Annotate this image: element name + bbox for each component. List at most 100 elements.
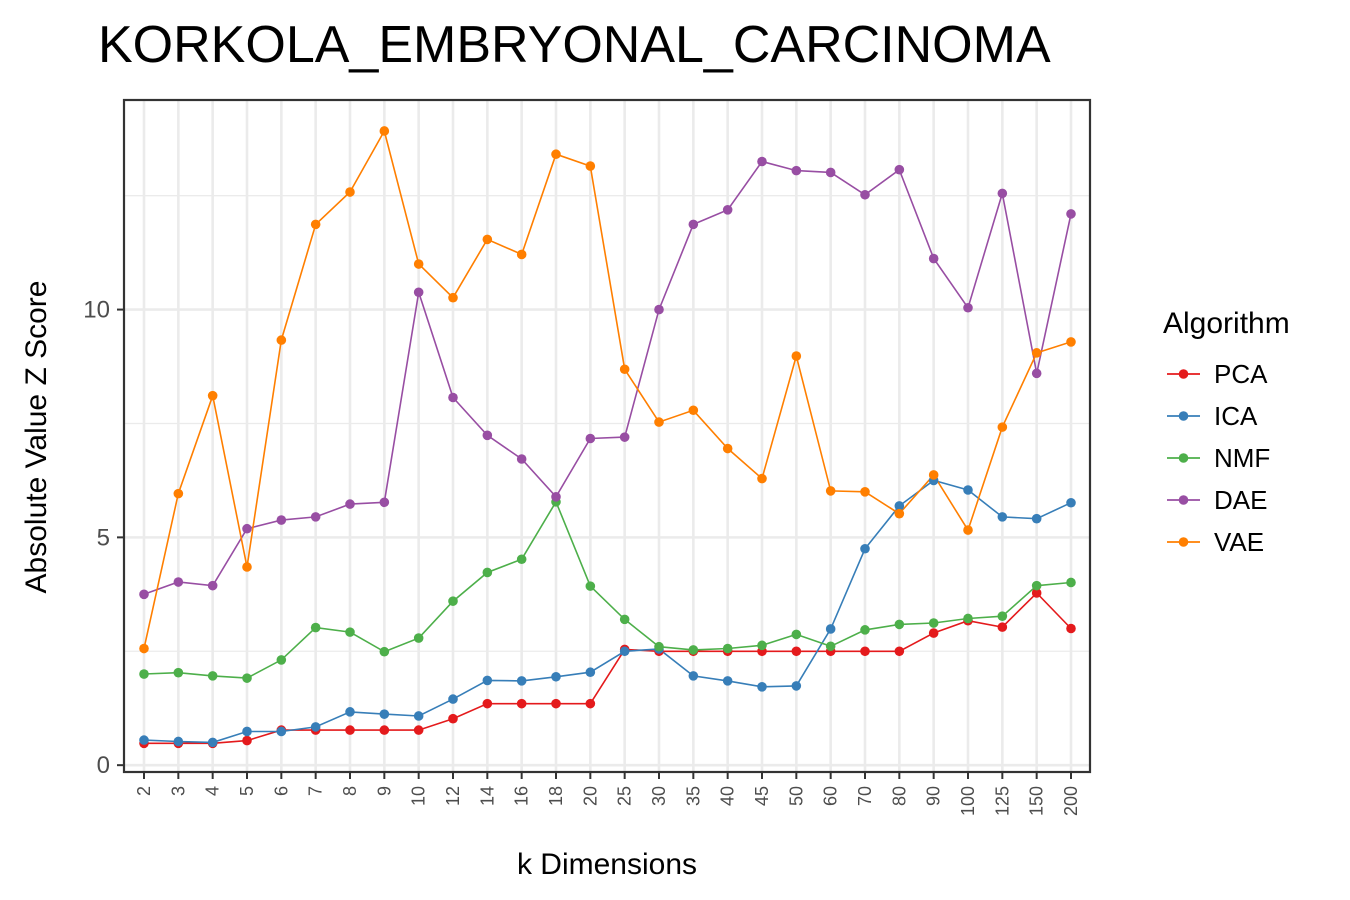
data-point-vae xyxy=(860,487,870,497)
data-point-dae xyxy=(963,302,973,313)
data-point-dae xyxy=(448,392,458,403)
x-tick-label: 8 xyxy=(340,786,360,796)
data-point-dae xyxy=(928,253,939,264)
data-point-vae xyxy=(825,486,836,496)
data-point-vae xyxy=(757,473,767,484)
data-point-nmf xyxy=(654,641,664,652)
data-point-ica xyxy=(1031,513,1042,524)
data-point-dae xyxy=(173,577,184,587)
data-point-nmf xyxy=(1066,577,1076,588)
data-point-dae xyxy=(310,512,321,522)
x-tick-label: 6 xyxy=(271,786,291,796)
data-point-vae xyxy=(928,470,939,480)
x-tick-label: 40 xyxy=(718,786,738,806)
data-point-pca xyxy=(928,628,939,638)
data-point-nmf xyxy=(757,640,767,651)
data-point-pca xyxy=(516,698,527,709)
data-point-ica xyxy=(310,722,321,732)
x-tick-label: 80 xyxy=(889,786,909,806)
x-tick-label: 7 xyxy=(306,786,326,796)
x-tick-label: 60 xyxy=(821,786,841,806)
x-tick-label: 2 xyxy=(134,786,154,796)
data-point-ica xyxy=(688,671,699,681)
legend-marker-pca xyxy=(1178,369,1189,379)
data-point-vae xyxy=(1066,337,1076,347)
data-point-nmf xyxy=(894,619,905,630)
data-point-dae xyxy=(825,167,836,178)
data-point-pca xyxy=(997,622,1008,632)
data-point-pca xyxy=(482,698,493,709)
data-point-ica xyxy=(413,711,424,721)
data-point-dae xyxy=(585,433,596,444)
data-point-pca xyxy=(345,725,355,735)
data-point-ica xyxy=(894,501,905,511)
x-tick-label: 125 xyxy=(992,786,1012,816)
x-tick-label: 45 xyxy=(752,786,772,806)
y-tick-label: 10 xyxy=(83,297,110,324)
x-tick-label: 70 xyxy=(855,786,875,806)
data-point-vae xyxy=(345,187,355,197)
data-point-ica xyxy=(963,485,973,495)
data-point-nmf xyxy=(173,667,184,678)
data-point-pca xyxy=(894,646,905,657)
series-line-pca xyxy=(144,591,1072,745)
data-point-ica xyxy=(448,694,458,704)
data-point-vae xyxy=(585,161,596,171)
x-tick-label: 35 xyxy=(683,786,703,806)
data-point-pca xyxy=(860,646,870,657)
data-point-vae xyxy=(516,249,527,260)
legend-label-nmf: NMF xyxy=(1214,443,1270,473)
data-point-dae xyxy=(1066,209,1076,219)
x-tick-label: 12 xyxy=(443,786,463,806)
data-point-ica xyxy=(379,709,390,719)
data-point-vae xyxy=(551,149,561,160)
x-tick-label: 100 xyxy=(958,786,978,816)
data-point-vae xyxy=(482,234,493,245)
data-point-vae xyxy=(722,443,733,454)
legend-label-vae: VAE xyxy=(1214,527,1264,557)
legend: Algorithm PCA ICA NMF DAE VAE xyxy=(1163,307,1290,557)
data-point-pca xyxy=(448,713,458,724)
data-point-vae xyxy=(997,422,1008,432)
data-point-ica xyxy=(757,682,767,692)
data-point-dae xyxy=(997,188,1008,199)
x-tick-label: 4 xyxy=(203,786,223,796)
data-point-ica xyxy=(722,676,733,686)
x-tick-label: 16 xyxy=(512,786,532,806)
data-point-vae xyxy=(894,508,905,519)
y-tick-label: 5 xyxy=(97,524,110,551)
data-point-dae xyxy=(654,304,664,315)
x-tick-label: 90 xyxy=(924,786,944,806)
data-point-ica xyxy=(997,512,1008,522)
data-point-ica xyxy=(551,671,561,682)
data-point-dae xyxy=(551,492,561,502)
data-point-nmf xyxy=(242,673,252,683)
data-point-ica xyxy=(516,676,527,686)
data-point-pca xyxy=(242,735,252,746)
data-point-nmf xyxy=(928,618,939,628)
data-point-nmf xyxy=(379,646,390,657)
data-point-vae xyxy=(1031,348,1042,358)
legend-marker-nmf xyxy=(1178,453,1189,463)
data-point-pca xyxy=(379,725,390,735)
data-point-nmf xyxy=(310,622,321,633)
data-point-vae xyxy=(139,643,149,654)
data-point-vae xyxy=(654,417,664,427)
data-point-vae xyxy=(276,335,287,345)
data-point-nmf xyxy=(276,655,287,665)
data-point-nmf xyxy=(448,596,458,606)
x-tick-label: 20 xyxy=(580,786,600,806)
legend-marker-dae xyxy=(1178,495,1189,505)
series-line-nmf xyxy=(143,500,1072,679)
legend-marker-ica xyxy=(1178,411,1189,421)
data-point-dae xyxy=(139,589,149,600)
data-point-ica xyxy=(345,707,355,717)
data-point-pca xyxy=(413,725,424,735)
data-point-vae xyxy=(310,219,321,230)
data-point-dae xyxy=(413,287,424,298)
data-point-nmf xyxy=(722,643,733,654)
data-point-vae xyxy=(173,488,184,499)
legend-marker-vae xyxy=(1178,537,1189,547)
data-point-dae xyxy=(722,204,733,215)
